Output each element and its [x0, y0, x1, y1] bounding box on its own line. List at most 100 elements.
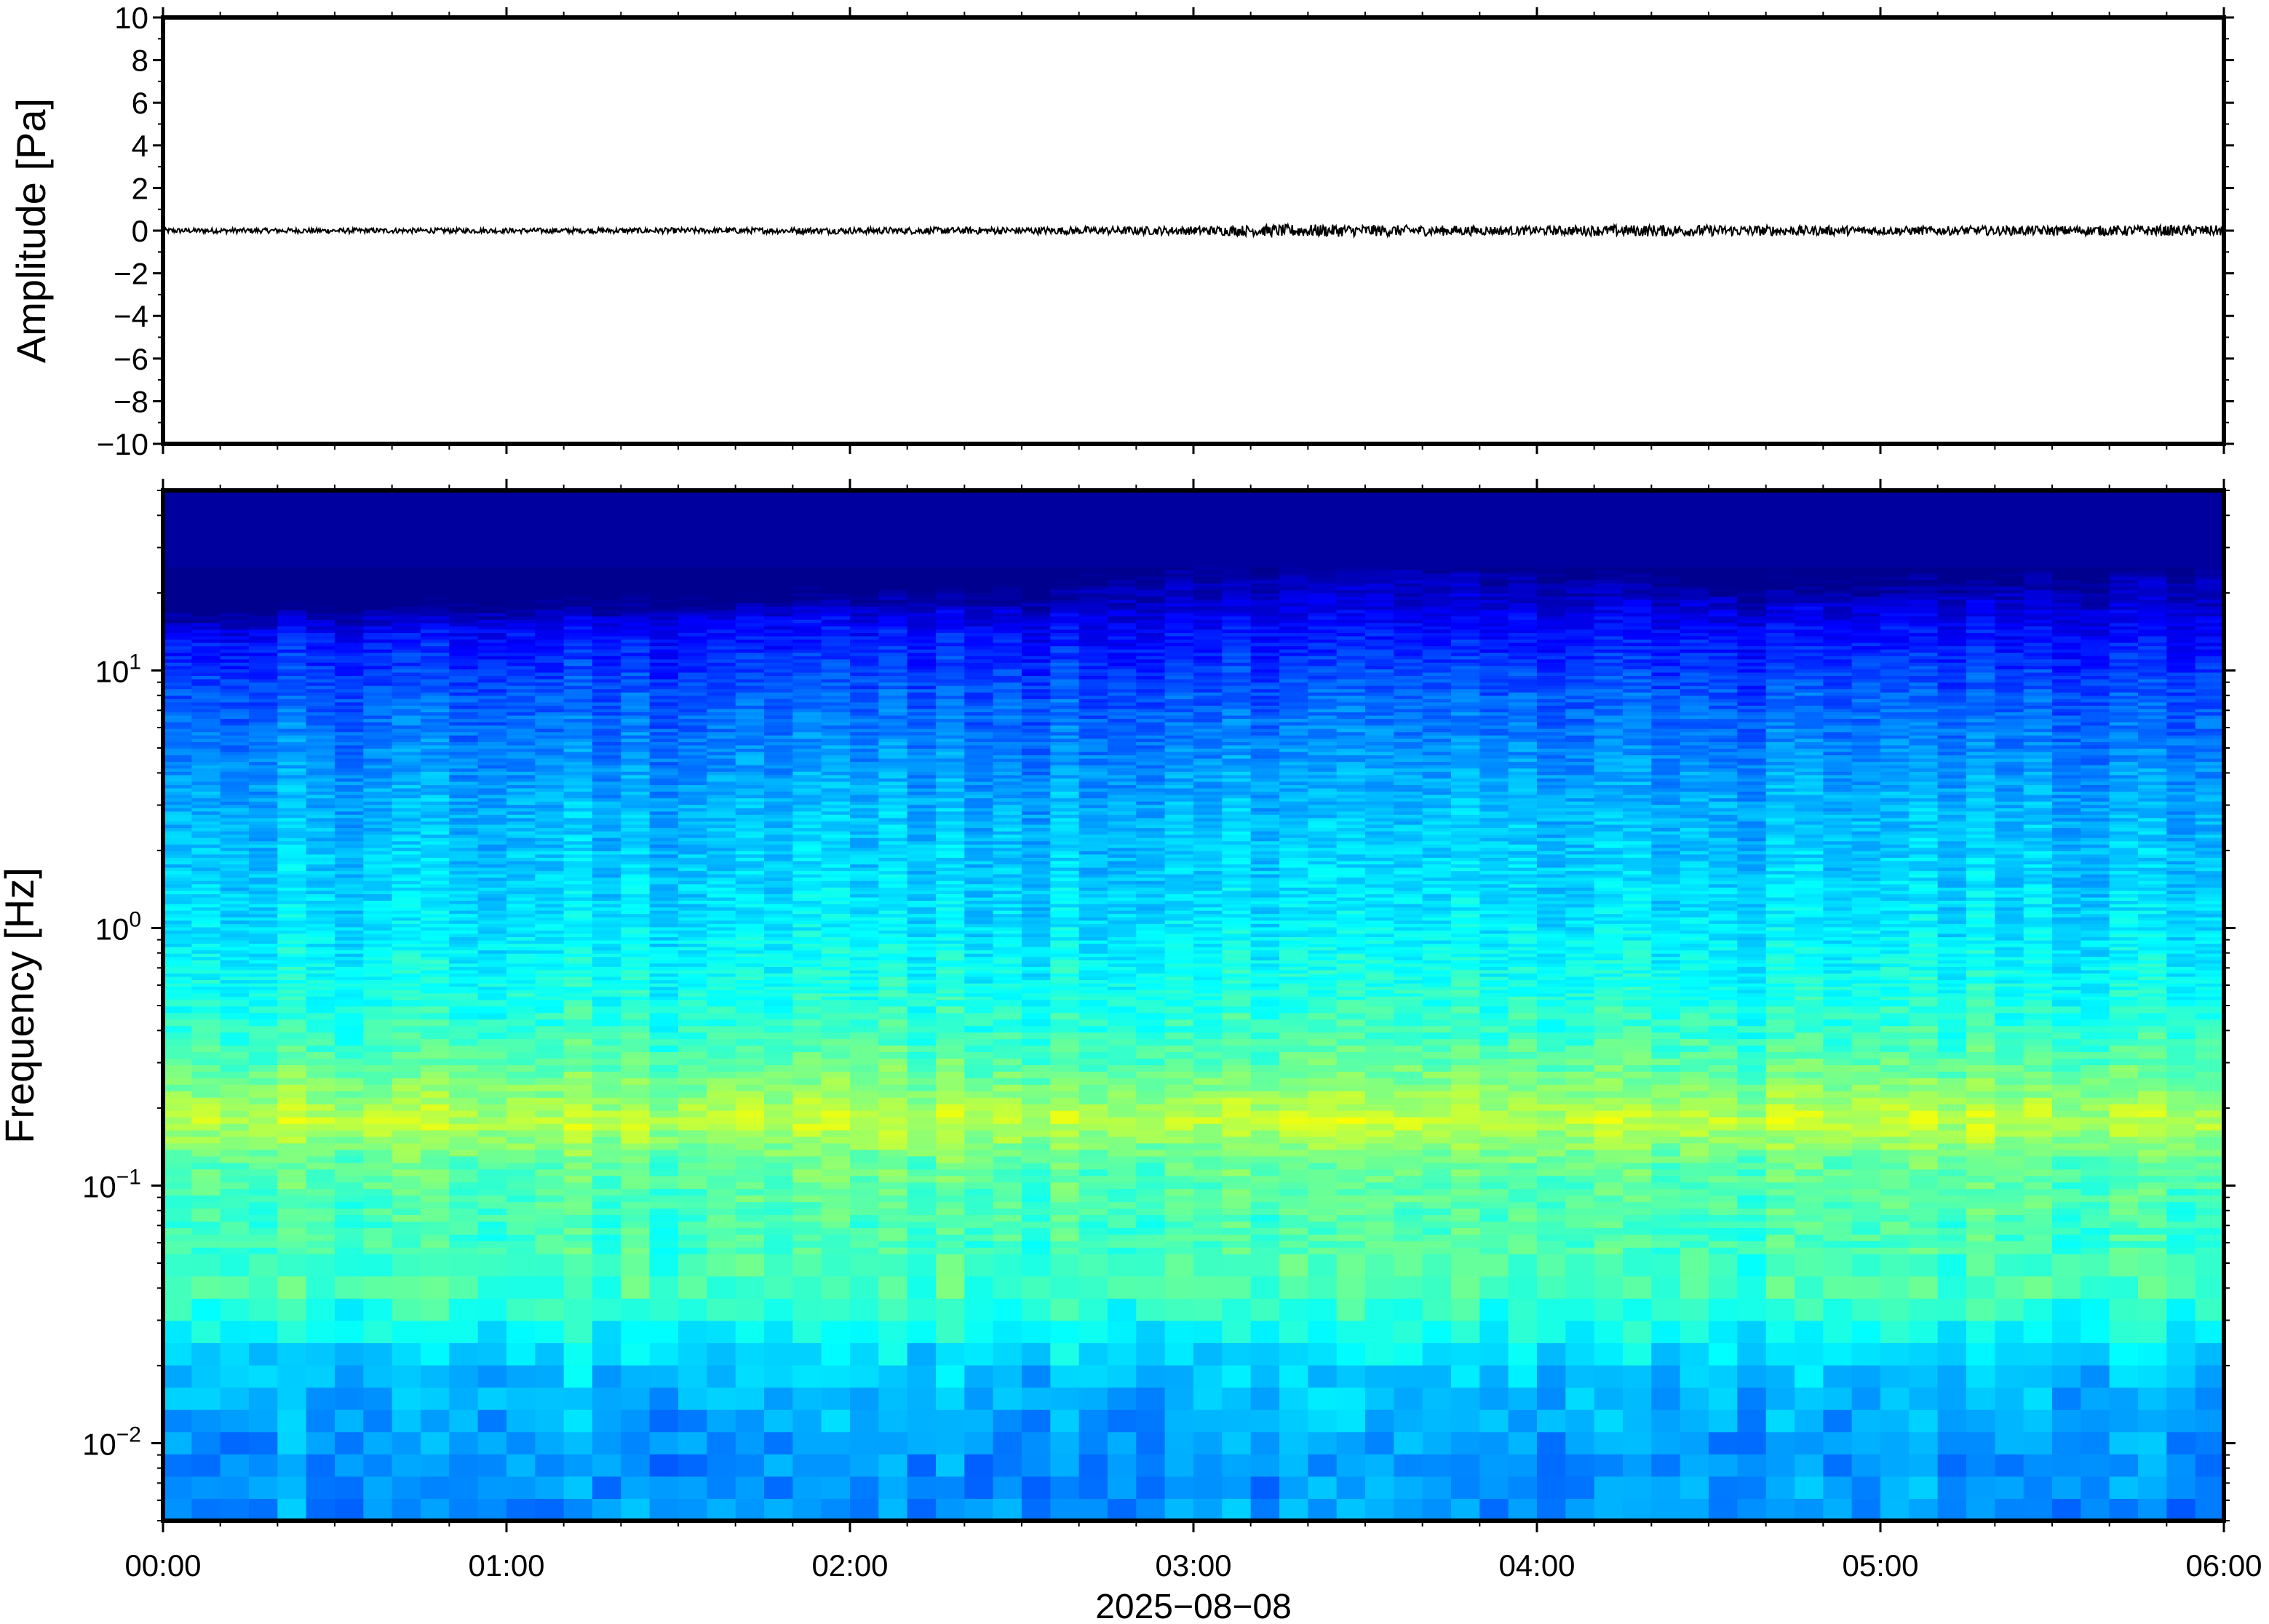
spectrogram-cell [392, 1234, 421, 1241]
spectrogram-cell [163, 523, 192, 528]
spectrogram-cell [163, 1221, 192, 1228]
spectrogram-cell [621, 669, 651, 673]
spectrogram-cell [707, 513, 736, 517]
spectrogram-cell [621, 1045, 651, 1053]
spectrogram-cell [592, 887, 621, 891]
spectrogram-cell [363, 1155, 393, 1163]
spectrogram-cell [535, 917, 565, 921]
spectrogram-cell [535, 1104, 565, 1111]
spectrogram-cell [249, 738, 278, 742]
spectrogram-cell [764, 1019, 793, 1027]
spectrogram-cell [477, 642, 507, 647]
spectrogram-cell [678, 847, 707, 851]
spectrogram-cell [477, 831, 507, 835]
spectrogram-cell [220, 831, 250, 835]
spectrogram-cell [392, 917, 421, 921]
spectrogram-cell [421, 718, 450, 723]
spectrogram-cell [277, 851, 307, 855]
spectrogram-cell [277, 768, 307, 772]
spectrogram-cell [792, 705, 822, 709]
spectrogram-cell [249, 1431, 278, 1454]
spectrogram-cell [506, 834, 536, 838]
spectrogram-cell [735, 497, 765, 501]
spectrogram-cell [621, 688, 651, 693]
spectrogram-cell [535, 751, 565, 756]
spectrogram-cell [392, 1365, 421, 1388]
spectrogram-cell [392, 613, 421, 617]
spectrogram-cell [306, 768, 335, 772]
spectrogram-cell [249, 811, 278, 815]
spectrogram-cell [277, 887, 307, 891]
spectrogram-cell [306, 705, 335, 709]
spectrogram-cell [563, 877, 593, 881]
spectrogram-cell [649, 1012, 679, 1020]
spectrogram-cell [363, 1241, 393, 1248]
spectrogram-cell [735, 870, 765, 875]
spectrogram-cell [163, 1320, 192, 1344]
spectrogram-cell [335, 669, 364, 673]
spectrogram-cell [191, 986, 221, 990]
spectrogram-cell [191, 976, 221, 981]
spectrogram-cell [735, 1025, 765, 1033]
spectrogram-cell [335, 778, 364, 782]
spectrogram-cell [220, 560, 250, 564]
spectrogram-cell [707, 791, 736, 795]
spectrogram-cell [678, 784, 707, 789]
spectrogram-cell [449, 523, 479, 528]
spectrogram-cell [363, 626, 393, 630]
spectrogram-cell [363, 616, 393, 620]
spectrogram-cell [477, 999, 507, 1007]
spectrogram-cell [335, 596, 364, 600]
spectrogram-cell [163, 1084, 192, 1091]
spectrogram-cell [678, 1051, 707, 1059]
spectrogram-cell [821, 1012, 851, 1020]
spectrogram-cell [678, 896, 707, 901]
spectrogram-cell [477, 939, 507, 944]
spectrogram-cell [649, 556, 679, 560]
spectrogram-cell [735, 1431, 765, 1454]
spectrogram-cell [621, 536, 651, 541]
spectrogram-cell [477, 1208, 507, 1215]
spectrogram-cell [649, 999, 679, 1007]
spectrogram-cell [735, 831, 765, 835]
spectrogram-cell [678, 1097, 707, 1104]
spectrogram-cell [277, 566, 307, 570]
spectrogram-cell [707, 781, 736, 785]
spectrogram-cell [277, 1012, 307, 1020]
spectrogram-cell [363, 731, 393, 736]
spectrogram-cell [735, 950, 765, 954]
spectrogram-cell [477, 860, 507, 865]
spectrogram-cell [335, 626, 364, 630]
spectrogram-cell [220, 947, 250, 951]
spectrogram-cell [621, 503, 651, 508]
spectrogram-cell [363, 784, 393, 789]
spectrogram-cell [335, 1227, 364, 1235]
spectrogram-cell [449, 761, 479, 765]
spectrogram-cell [392, 540, 421, 544]
spectrogram-cell [191, 956, 221, 960]
spectrogram-cell [191, 771, 221, 776]
spectrogram-cell [535, 797, 565, 802]
spectrogram-cell [792, 566, 822, 570]
spectrogram-cell [477, 530, 507, 534]
spectrogram-cell [306, 1117, 335, 1124]
spectrogram-cell [249, 1298, 278, 1321]
spectrogram-cell [535, 890, 565, 894]
spectrogram-cell [191, 741, 221, 746]
spectrogram-cell [506, 751, 536, 756]
spectrogram-cell [477, 573, 507, 577]
spectrogram-cell [592, 986, 621, 990]
spectrogram-cell [621, 510, 651, 514]
spectrogram-cell [764, 797, 793, 802]
spectrogram-cell [421, 821, 450, 825]
spectrogram-cell [220, 712, 250, 716]
spectrogram-cell [392, 523, 421, 528]
spectrogram-cell [821, 986, 851, 990]
spectrogram-cell [678, 907, 707, 911]
spectrogram-cell [163, 1498, 192, 1521]
spectrogram-cell [535, 814, 565, 819]
spectrogram-cell [306, 619, 335, 624]
spectrogram-cell [764, 592, 793, 597]
spectrogram-cell [506, 533, 536, 538]
spectrogram-cell [363, 1214, 393, 1222]
